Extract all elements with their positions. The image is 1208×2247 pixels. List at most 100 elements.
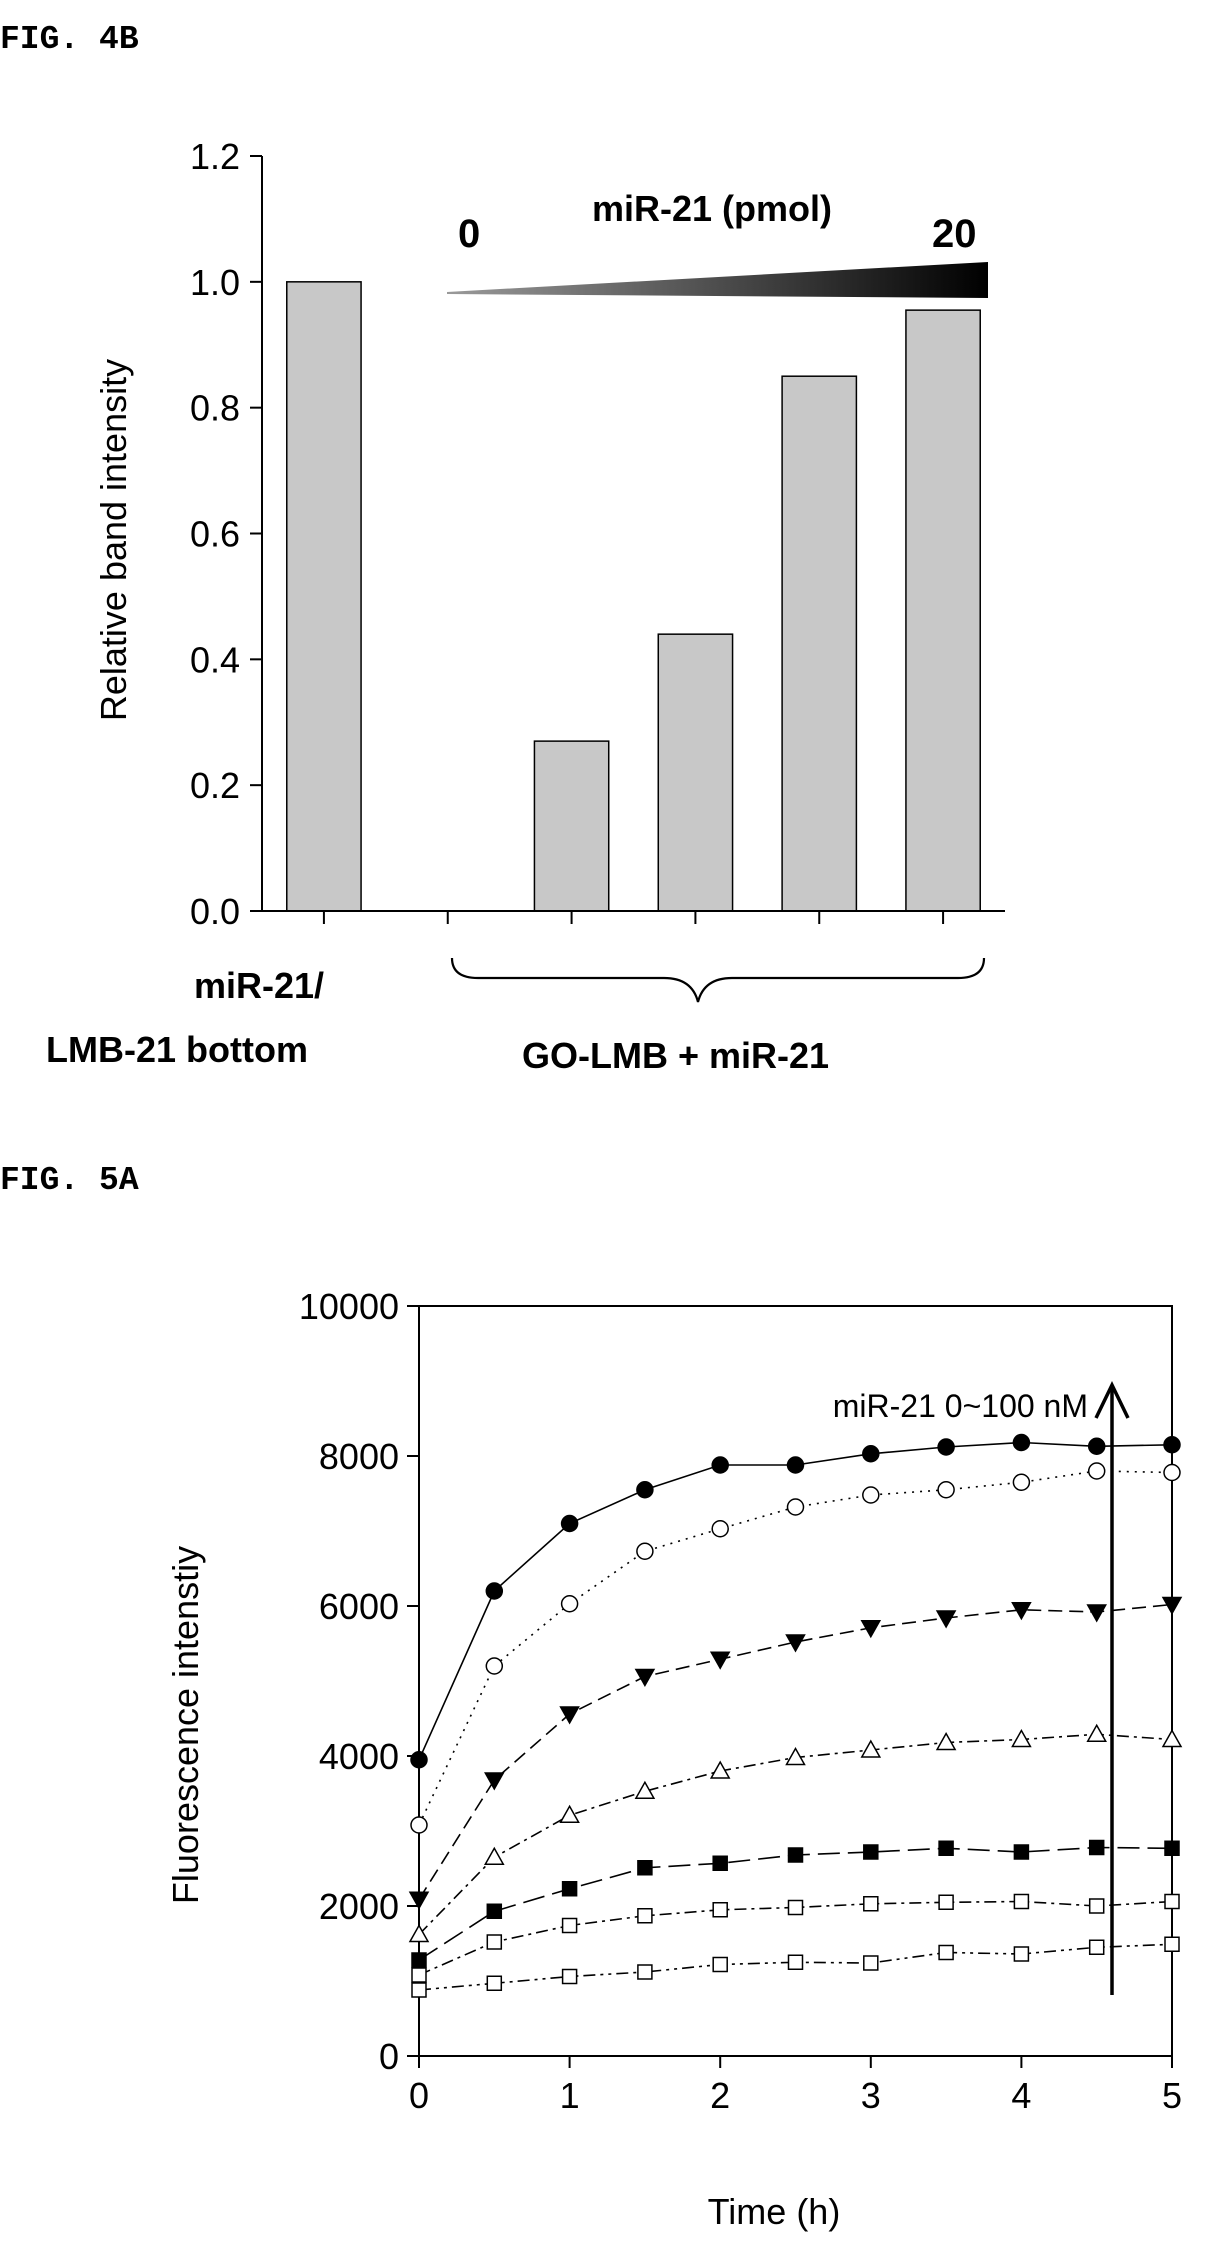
line-x-axis-title: Time (h): [708, 2191, 841, 2232]
series-3-point: [559, 1804, 580, 1823]
series-5: [411, 1893, 1180, 1983]
series-0-line: [418, 1441, 1173, 1761]
series-1-point: [711, 1520, 729, 1538]
group-label-miR21-LMB21-line1: miR-21/: [194, 965, 324, 1006]
line-y-tick-label: 10000: [299, 1286, 399, 1327]
bar-5: [905, 309, 981, 912]
bar-3: [657, 633, 734, 912]
bar-4: [781, 375, 858, 912]
series-4-point: [1088, 1839, 1105, 1856]
line-y-tick-label: 2000: [319, 1886, 399, 1927]
series-1-point: [937, 1481, 955, 1499]
series-5-point: [411, 1967, 427, 1983]
series-2-point: [1011, 1602, 1032, 1621]
line-y-tick-label: 0: [379, 2036, 399, 2077]
line-chart: Fluorescence intenstiy Time (h) 0 2000 400…: [165, 1286, 1183, 2232]
series-1-line: [418, 1470, 1173, 1826]
series-6-point: [561, 1968, 578, 1985]
bar-x-ticks: [322, 911, 945, 924]
series-4-point: [712, 1855, 728, 1871]
concentration-gradient-wedge: [447, 262, 988, 298]
series-6-point: [863, 1955, 879, 1971]
series-2-point: [1086, 1604, 1107, 1623]
line-x-tick-label: 2: [710, 2075, 730, 2116]
gradient-title: miR-21 (pmol): [592, 188, 832, 229]
series-2-point: [559, 1706, 580, 1725]
bar-y-tick-label: 0.8: [190, 388, 240, 429]
series-5-point: [486, 1934, 503, 1950]
line-y-tick-label: 6000: [319, 1586, 399, 1627]
group-label-GO-LMB: GO-LMB + miR-21: [522, 1035, 829, 1076]
series-1-point: [1163, 1463, 1181, 1482]
series-5-point: [938, 1894, 954, 1910]
series-4-point: [1164, 1840, 1180, 1856]
series-6-line: [418, 1943, 1173, 1991]
bar-y-tick-label: 1.2: [190, 136, 240, 177]
series-1-point: [862, 1486, 880, 1504]
series-3-point: [634, 1780, 656, 1799]
series-0-point: [1163, 1436, 1181, 1454]
series-6-point: [1013, 1946, 1030, 1962]
series-3-point: [1161, 1728, 1183, 1748]
series-0-point: [937, 1438, 955, 1456]
figure-label-5a: FIG. 5A: [0, 1162, 139, 1199]
series-2-point: [484, 1772, 505, 1791]
series-6-point: [1088, 1939, 1105, 1955]
line-x-tick-label: 0: [409, 2075, 429, 2116]
series-6-point: [712, 1956, 728, 1973]
series-2-point: [408, 1891, 430, 1910]
series-3-point: [785, 1746, 806, 1766]
concentration-annotation: miR-21 0~100 nM: [833, 1388, 1088, 1424]
series-4-point: [938, 1840, 954, 1856]
series-6-point: [938, 1944, 954, 1961]
series-6-point: [411, 1982, 427, 1998]
series-1-point: [560, 1595, 579, 1613]
series-6-point: [486, 1975, 503, 1991]
series-6-point: [637, 1964, 653, 1980]
series-1-point: [1012, 1473, 1031, 1491]
series-1-point: [786, 1498, 805, 1516]
series-4-point: [637, 1860, 653, 1876]
series-2-point: [709, 1651, 731, 1670]
series-3-point: [484, 1846, 505, 1865]
series-4-point: [787, 1847, 804, 1863]
group-label-miR21-LMB21-line2: LMB-21 bottom: [46, 1029, 308, 1070]
line-y-axis-title: Fluorescence intenstiy: [165, 1546, 206, 1904]
series-0-point: [862, 1445, 880, 1463]
group-brace: [450, 957, 986, 1003]
bar-y-axis: 0.0 0.2 0.4 0.6 0.8 1.0 1.2: [190, 136, 262, 932]
series-1-point: [636, 1542, 654, 1560]
series-0-point: [560, 1514, 579, 1533]
series-4-point: [486, 1903, 503, 1919]
series-2-point: [634, 1668, 656, 1688]
line-x-tick-label: 3: [861, 2075, 881, 2116]
series-5-point: [561, 1917, 578, 1934]
bar-series: [286, 281, 981, 912]
series-1-point: [485, 1657, 504, 1675]
series-0-point: [636, 1481, 654, 1499]
bar-y-tick-label: 0.2: [190, 765, 240, 806]
series-0-point: [1087, 1437, 1106, 1455]
series-5-point: [863, 1896, 879, 1912]
series-5-point: [712, 1902, 728, 1918]
line-y-tick-label: 4000: [319, 1736, 399, 1777]
series-4-point: [1013, 1844, 1030, 1860]
series-4-point: [411, 1952, 427, 1968]
series-3-point: [1086, 1723, 1107, 1742]
line-y-tick-label: 8000: [319, 1436, 399, 1477]
series-2-point: [935, 1610, 957, 1629]
line-axis-ticks: 0 2000 4000 6000 8000 10000 0 1 2 3 4 5: [299, 1286, 1182, 2116]
series-6: [411, 1936, 1180, 1998]
series-3-point: [408, 1923, 430, 1943]
series-5-point: [1088, 1898, 1105, 1914]
line-plot-frame: [418, 1305, 1173, 2057]
bar-2: [533, 740, 610, 912]
series-0: [410, 1433, 1181, 1769]
line-x-tick-label: 1: [560, 2075, 580, 2116]
series-2-point: [1161, 1596, 1183, 1616]
series-6-point: [787, 1954, 804, 1970]
series-2-point: [860, 1620, 882, 1639]
gradient-end-label: 20: [932, 212, 977, 256]
bar-y-tick-label: 0.0: [190, 891, 240, 932]
